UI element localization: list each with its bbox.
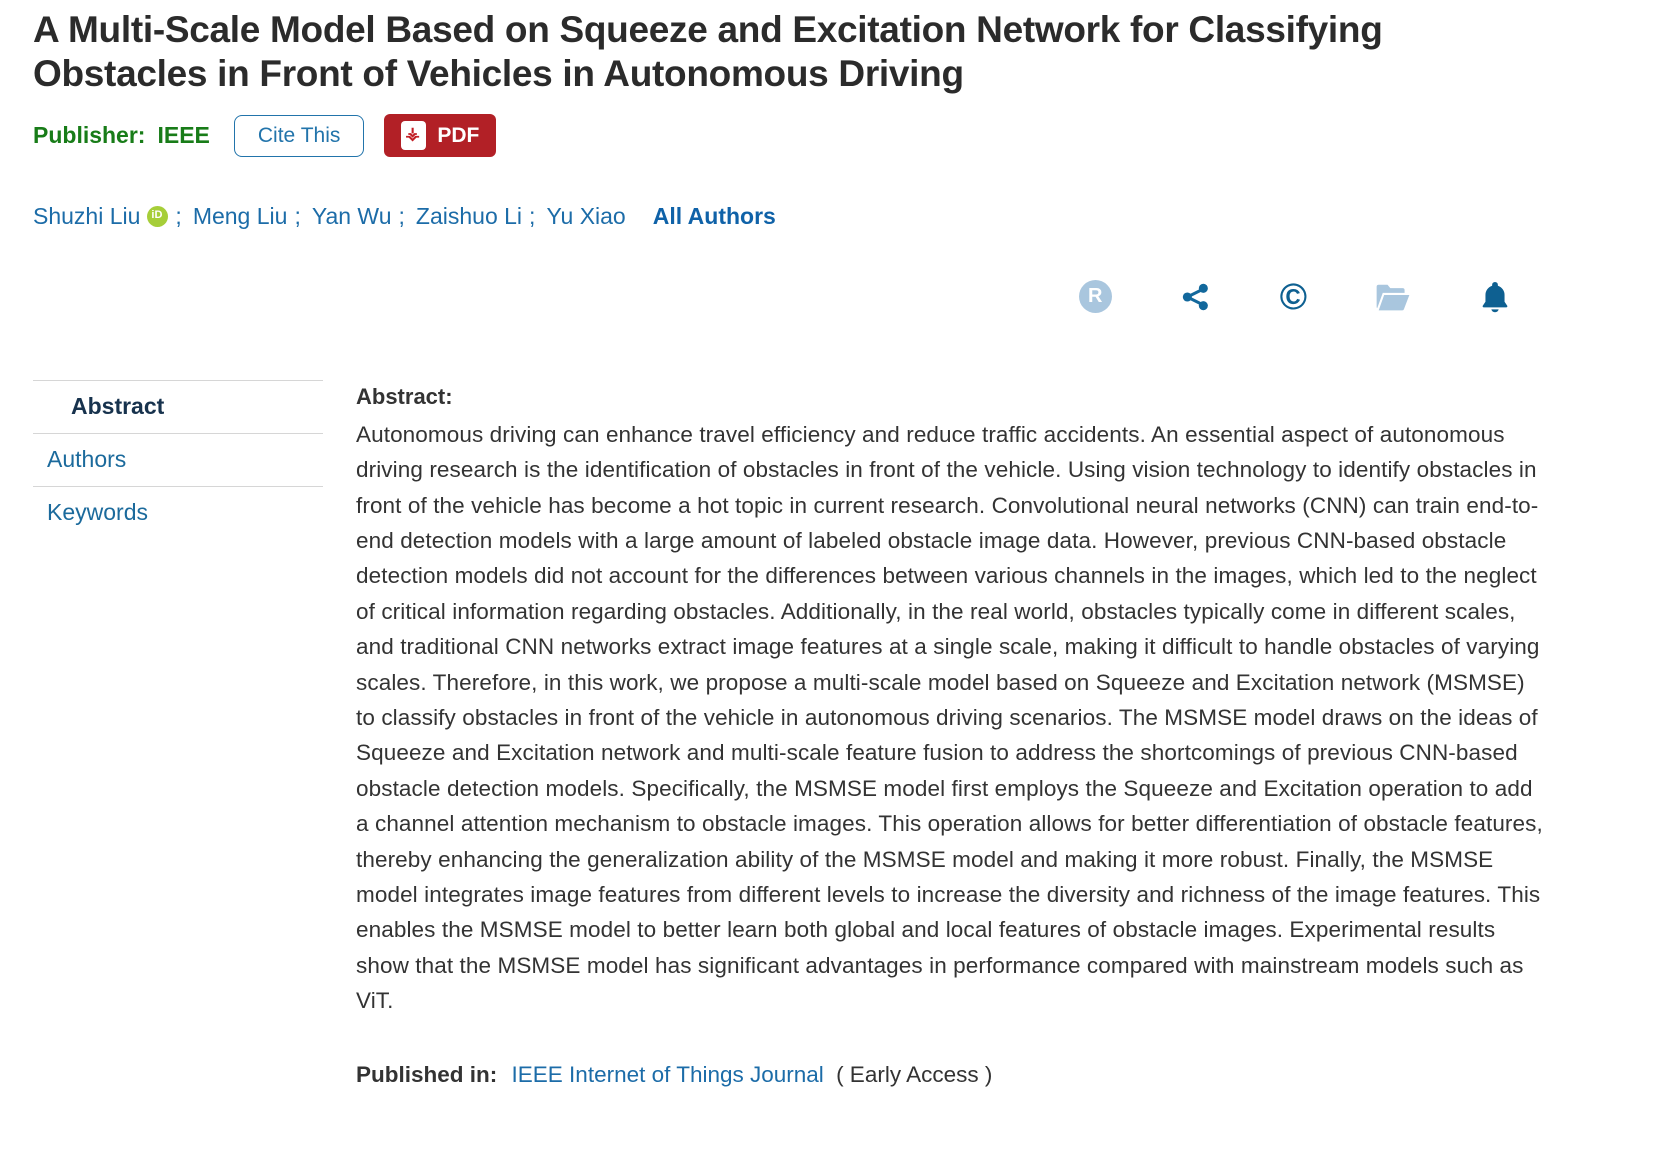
section-nav: Abstract Authors Keywords <box>33 379 323 1088</box>
publisher-name: IEEE <box>157 122 210 149</box>
abstract-text: Autonomous driving can enhance travel ef… <box>356 421 1543 1014</box>
publisher-row: Publisher: IEEE Cite This PDF <box>33 113 1637 159</box>
alerts-bell-icon[interactable] <box>1479 280 1511 314</box>
pdf-button-label: PDF <box>437 123 480 147</box>
author-separator: ; <box>294 202 301 229</box>
author-link[interactable]: Yu Xiao <box>546 202 626 229</box>
abstract-heading: Abstract: <box>356 383 453 409</box>
pdf-button[interactable]: PDF <box>384 114 497 158</box>
journal-link[interactable]: IEEE Internet of Things Journal <box>511 1061 824 1087</box>
folder-icon[interactable] <box>1375 282 1411 312</box>
copyright-icon[interactable]: © <box>1279 276 1307 318</box>
sidebar-item-authors[interactable]: Authors <box>33 432 323 486</box>
pdf-file-icon <box>401 121 427 151</box>
action-icons-row: R © <box>33 276 1637 318</box>
author-link[interactable]: Zaishuo Li <box>415 202 523 229</box>
author-link[interactable]: Shuzhi Liu <box>33 202 141 229</box>
published-in-label: Published in: <box>356 1061 498 1087</box>
authors-row: Shuzhi Liu ; Meng Liu ; Yan Wu ; Zaishuo… <box>33 203 1637 230</box>
author-separator: ; <box>529 202 536 229</box>
author-link[interactable]: Yan Wu <box>311 202 392 229</box>
all-authors-link[interactable]: All Authors <box>652 202 776 229</box>
page-title: A Multi-Scale Model Based on Squeeze and… <box>33 9 1383 95</box>
author-link[interactable]: Meng Liu <box>192 202 288 229</box>
article-page: A Multi-Scale Model Based on Squeeze and… <box>0 0 1670 1088</box>
early-access-note: ( Early Access ) <box>836 1061 993 1087</box>
author-separator: ; <box>175 202 182 229</box>
abstract-section: Abstract: Autonomous driving can enhance… <box>356 380 1548 1088</box>
cite-this-button[interactable]: Cite This <box>233 114 365 157</box>
share-icon[interactable] <box>1180 281 1212 313</box>
publisher-text: Publisher: IEEE <box>33 122 210 149</box>
sidebar-item-abstract[interactable]: Abstract <box>33 379 323 433</box>
author-separator: ; <box>398 202 405 229</box>
rights-reuse-icon[interactable]: R <box>1078 280 1112 314</box>
orcid-icon[interactable] <box>147 205 169 227</box>
sidebar-item-keywords[interactable]: Keywords <box>33 485 323 539</box>
publisher-label: Publisher: <box>33 122 146 149</box>
content-area: Abstract Authors Keywords Abstract: Auto… <box>33 379 1637 1088</box>
published-in-row: Published in: IEEE Internet of Things Jo… <box>356 1062 1548 1088</box>
